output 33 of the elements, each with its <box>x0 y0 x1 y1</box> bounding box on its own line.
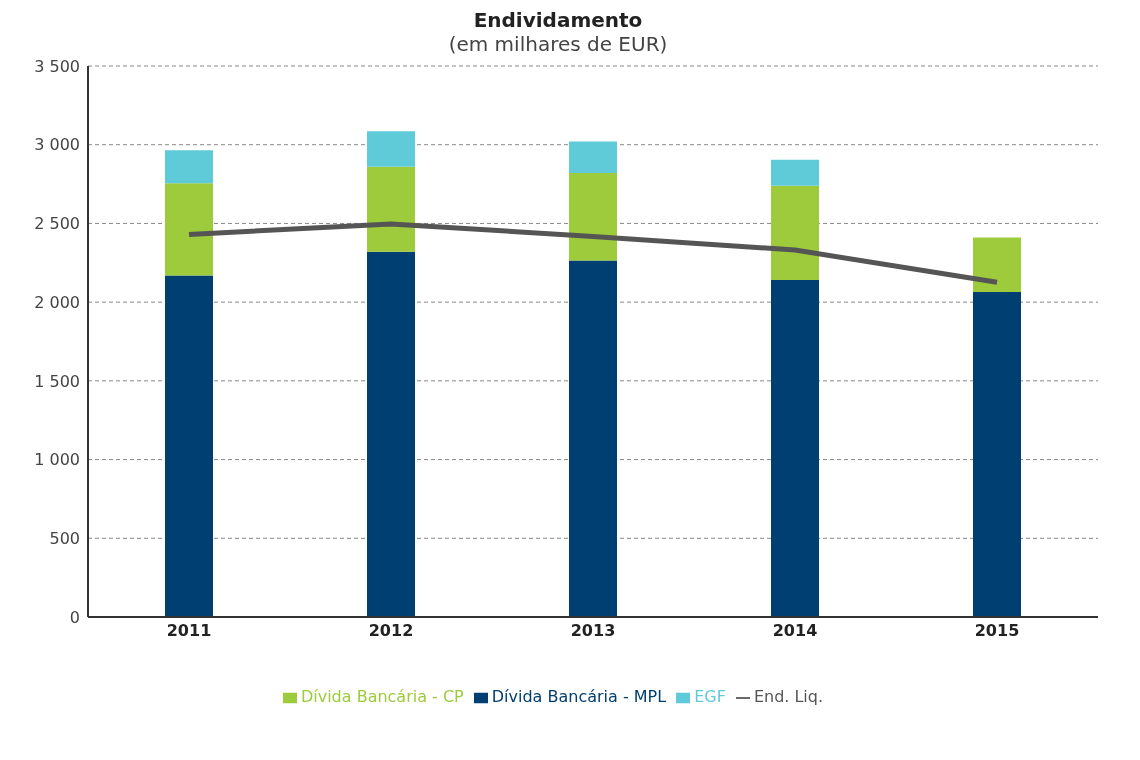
y-tick-label: 1 500 <box>34 371 80 391</box>
bar <box>569 260 617 617</box>
y-tick-label: 2 500 <box>34 214 80 234</box>
chart-subtitle: (em milhares de EUR) <box>447 32 669 56</box>
bar <box>569 141 617 174</box>
y-tick-label: 500 <box>49 528 80 548</box>
y-tick-label: 1 000 <box>34 450 80 470</box>
bar <box>165 275 213 617</box>
legend-label: EGF <box>694 687 726 706</box>
legend-label: Dívida Bancária - CP <box>300 687 464 706</box>
x-tick-label: 2012 <box>368 621 414 641</box>
x-tick-label: 2014 <box>772 621 818 641</box>
bar <box>771 280 819 617</box>
x-tick-label: 2013 <box>570 621 616 641</box>
legend-label: End. Liq. <box>753 687 824 706</box>
bar <box>771 185 819 281</box>
y-tick-label: 0 <box>69 607 80 627</box>
bar <box>165 150 213 184</box>
bar <box>367 166 415 252</box>
bar <box>367 251 415 617</box>
bar <box>973 237 1021 292</box>
x-tick-label: 2011 <box>166 621 212 641</box>
bar <box>367 131 415 167</box>
chart-title: Endividamento <box>472 8 644 32</box>
y-tick-label: 2 000 <box>34 292 80 312</box>
x-tick-label: 2015 <box>974 621 1020 641</box>
legend-label: Dívida Bancária - MPL <box>491 687 667 706</box>
y-tick-label: 3 500 <box>34 56 80 76</box>
bar <box>165 183 213 276</box>
y-tick-label: 3 000 <box>34 135 80 155</box>
bar <box>569 173 617 261</box>
bar <box>771 159 819 186</box>
bar <box>973 291 1021 617</box>
